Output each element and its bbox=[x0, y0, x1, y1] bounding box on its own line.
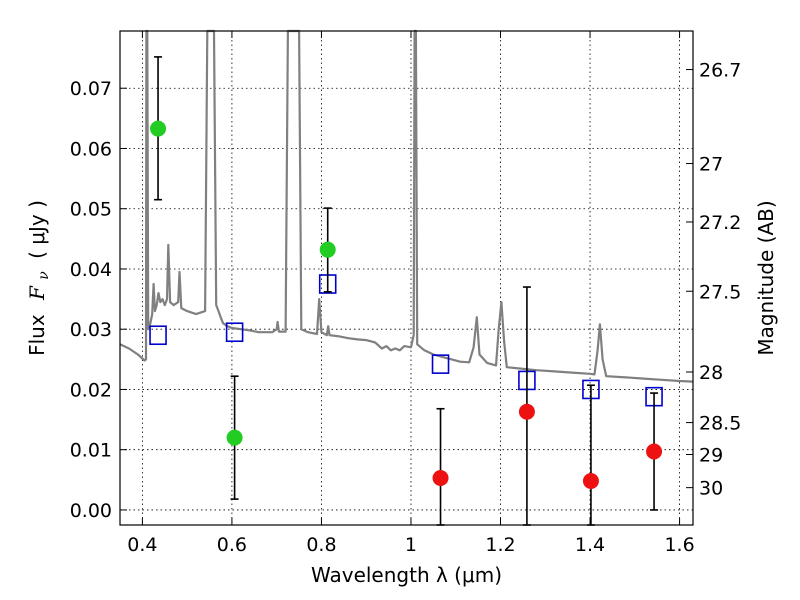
y-tick-label: 0.07 bbox=[70, 78, 112, 100]
data-point bbox=[582, 473, 599, 490]
observed-points bbox=[150, 120, 663, 490]
y2-axis-title: Magnitude (AB) bbox=[754, 200, 778, 355]
magnitude-tick-label: 27.5 bbox=[699, 281, 741, 303]
magnitude-tick-label: 30 bbox=[699, 478, 723, 500]
y-axis-title-unit: ( μJy ) bbox=[25, 200, 49, 259]
axis-ticks: 0.4 0.6 0.8 1 1.2 1.4 1.6 0.00 0.01 0.02 0.03 0.04 0… bbox=[70, 31, 741, 556]
x-tick-label: 1.6 bbox=[664, 534, 694, 556]
model-square bbox=[225, 322, 244, 343]
spectrum-line bbox=[119, 29, 694, 383]
y-axis-title-text: Flux bbox=[25, 314, 49, 356]
y-axis-title: Flux F ν ( μJy ) bbox=[25, 200, 53, 356]
y-axis-title-symbol: F bbox=[25, 285, 49, 301]
data-point bbox=[518, 403, 535, 420]
magnitude-tick-label: 28 bbox=[699, 362, 723, 384]
y-tick-label: 0.06 bbox=[70, 138, 112, 160]
model-photometry bbox=[149, 274, 663, 407]
x-tick-label: 1.4 bbox=[575, 534, 605, 556]
magnitude-tick-label: 27.2 bbox=[699, 212, 741, 234]
data-point bbox=[226, 429, 243, 446]
data-point bbox=[646, 443, 663, 460]
data-point bbox=[319, 241, 336, 258]
y-axis-title-subscript: ν bbox=[36, 271, 52, 280]
magnitude-tick-label: 29 bbox=[699, 445, 723, 467]
magnitude-tick-label: 28.5 bbox=[699, 413, 741, 435]
error-bars bbox=[154, 56, 659, 526]
model-square bbox=[149, 325, 167, 346]
x-tick-label: 0.4 bbox=[127, 534, 157, 556]
y-tick-label: 0.03 bbox=[70, 319, 112, 341]
magnitude-tick-label: 26.7 bbox=[699, 60, 741, 82]
x-tick-label: 0.8 bbox=[306, 534, 336, 556]
plot-frame bbox=[119, 30, 694, 526]
magnitude-tick-label: 27 bbox=[699, 154, 723, 176]
y-tick-label: 0.04 bbox=[70, 259, 112, 281]
x-tick-label: 1 bbox=[405, 534, 417, 556]
x-tick-label: 1.2 bbox=[485, 534, 515, 556]
data-point bbox=[432, 470, 449, 487]
y-tick-label: 0.05 bbox=[70, 199, 112, 221]
model-square bbox=[431, 354, 450, 374]
x-tick-label: 0.6 bbox=[217, 534, 247, 556]
y-tick-label: 0.02 bbox=[70, 379, 112, 401]
y-tick-label: 0.01 bbox=[70, 440, 112, 462]
y-tick-label: 0.00 bbox=[70, 500, 112, 522]
data-point bbox=[150, 120, 167, 137]
model-spectrum bbox=[119, 29, 694, 383]
x-axis-title: Wavelength λ (μm) bbox=[311, 563, 502, 587]
